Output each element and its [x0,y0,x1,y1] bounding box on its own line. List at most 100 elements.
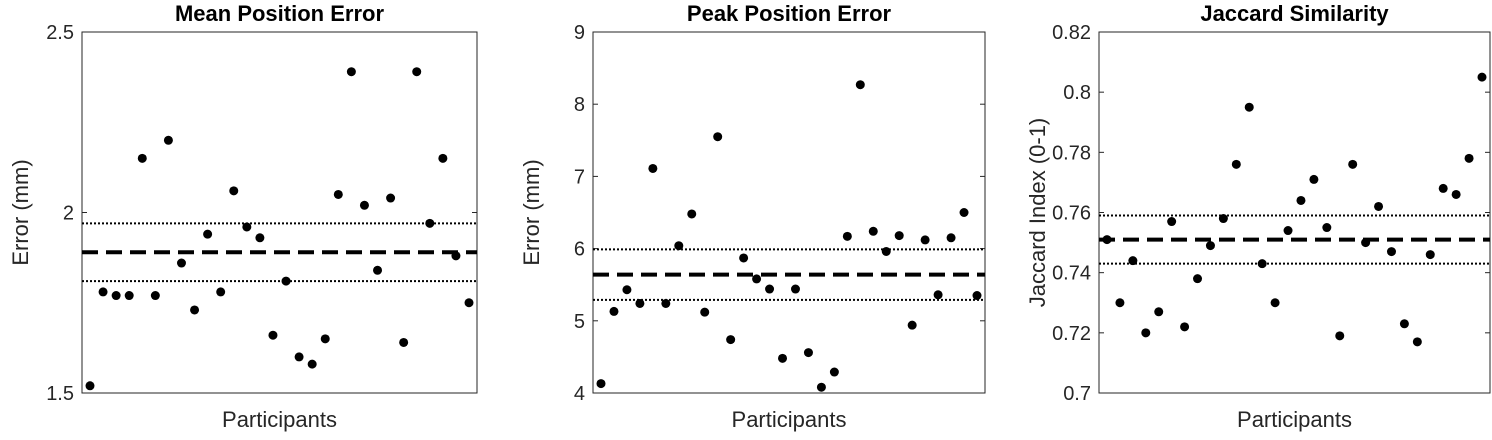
data-point [1102,235,1112,245]
data-point [229,186,239,196]
data-point [881,246,891,256]
y-tick-label: 0.74 [1052,263,1091,285]
data-point [868,226,878,236]
y-tick-label: 5 [574,311,585,333]
data-point [739,253,749,263]
x-axis-label: Participants [1237,407,1352,432]
data-point [255,233,265,243]
data-point [412,67,422,77]
data-point [98,287,108,297]
data-point [216,287,226,297]
axes-box [81,31,478,394]
y-tick-label: 0.8 [1063,82,1091,104]
x-axis-label: Participants [732,407,847,432]
data-point [190,305,200,315]
data-point [1115,298,1125,308]
data-point [1438,183,1448,193]
axes-box [592,31,986,394]
data-point [203,229,213,239]
data-point [1477,72,1487,82]
chart-title: Mean Position Error [175,1,384,26]
data-point [816,382,826,392]
data-point [359,200,369,210]
data-point [609,306,619,316]
data-point [333,189,343,199]
data-point [829,367,839,377]
data-point [1141,328,1151,338]
data-point [464,298,474,308]
data-point [726,335,736,345]
y-axis-label: Error (mm) [8,159,33,265]
data-point [1167,217,1177,227]
data-point [700,307,710,317]
y-axis-label: Error (mm) [519,159,544,265]
data-point [933,290,943,300]
y-tick-label: 7 [574,166,585,188]
data-point [1451,189,1461,199]
data-point [778,353,788,363]
y-tick-label: 0.76 [1052,203,1091,225]
data-point [1425,250,1435,260]
data-point [1231,159,1241,169]
data-point [635,298,645,308]
data-point [674,241,684,251]
data-point [1180,322,1190,332]
data-point [268,330,278,340]
chart-title: Peak Position Error [687,1,892,26]
data-point [1193,274,1203,284]
data-point [1257,259,1267,269]
data-point [1464,153,1474,163]
data-point [1218,214,1228,224]
data-point [1270,298,1280,308]
data-point [946,233,956,243]
y-tick-label: 1.5 [46,383,74,405]
data-point [124,291,134,301]
y-tick-label: 8 [574,94,585,116]
y-tick-label: 2.5 [46,22,74,44]
data-point [1399,319,1409,329]
data-point [399,337,409,347]
data-point [85,381,95,391]
data-point [1374,201,1384,211]
data-point [1412,337,1422,347]
data-point [713,132,723,142]
data-point [373,265,383,275]
data-point [1335,331,1345,341]
y-tick-label: 0.78 [1052,142,1091,164]
data-point [451,251,461,261]
data-point [596,379,606,389]
data-point [320,334,330,344]
data-point [1154,307,1164,317]
data-point [281,276,291,286]
data-point [163,135,173,145]
data-point [855,80,865,90]
data-point [648,163,658,173]
data-point [920,235,930,245]
data-point [661,298,671,308]
data-point [346,67,356,77]
data-point [790,284,800,294]
data-point [803,348,813,358]
data-point [386,193,396,203]
data-point [972,291,982,301]
data-point [765,284,775,294]
data-point [622,285,632,295]
data-point [242,222,252,232]
data-point [1309,174,1319,184]
data-point [425,218,435,228]
x-axis-label: Participants [222,407,337,432]
data-point [907,320,917,330]
chart-title: Jaccard Similarity [1200,1,1389,26]
data-point [307,359,317,369]
chart-panel-3: 0.7 0.72 0.74 0.76 0.78 0.8 0.82 Jaccard Simila… [1025,1,1491,432]
y-axis-label: Jaccard Index (0-1) [1025,118,1050,308]
data-point [842,231,852,241]
y-tick-label: 4 [574,383,585,405]
data-point [176,258,186,268]
data-point [1322,223,1332,233]
data-point [294,352,304,362]
chart-panel-2: 4 5 6 7 8 9 Peak Position Error Participants Err… [519,1,986,432]
data-point [894,231,904,241]
